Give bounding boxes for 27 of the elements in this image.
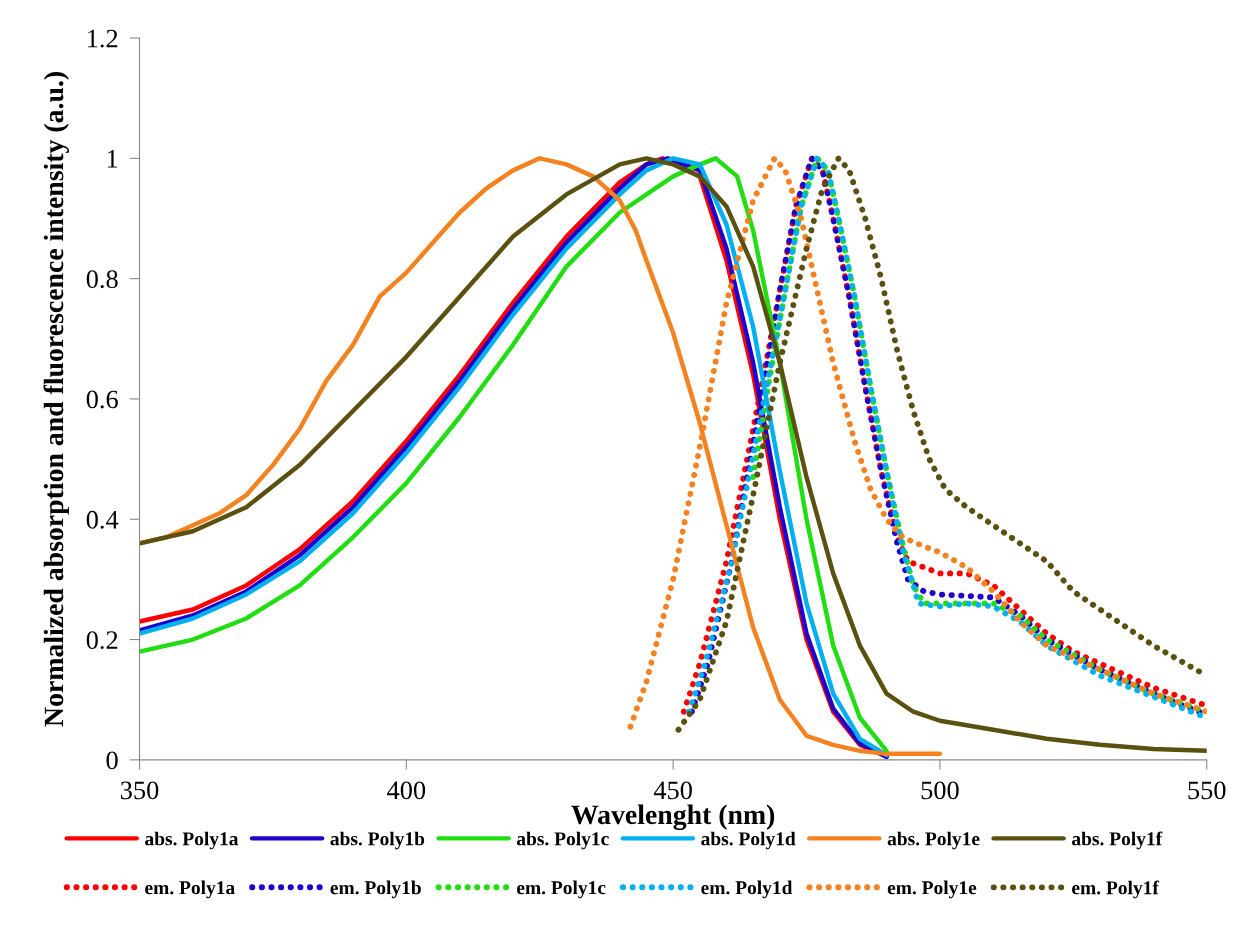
x-axis-title: Wavelenght (nm) [571, 804, 775, 831]
y-axis-title: Normalized absorption and fluorescence intensity (a.u.) [43, 72, 70, 727]
y-tick-label: 0.8 [86, 270, 118, 289]
legend-label: em. Poly1b [330, 880, 421, 899]
x-tick-label: 450 [653, 781, 692, 800]
legend-label: abs. Poly1c [516, 831, 609, 850]
line-series [139, 156, 1207, 754]
legend-label: em. Poly1c [517, 880, 606, 899]
x-tick-label: 550 [1188, 781, 1226, 800]
y-tick-label: 0.2 [86, 631, 118, 650]
legend-label: abs. Poly1d [701, 831, 796, 850]
x-tick-label: 400 [387, 781, 426, 800]
legend-label: em. Poly1e [887, 880, 977, 899]
legend-label: em. Poly1d [701, 880, 793, 899]
x-tick-label: 500 [921, 781, 959, 800]
legend-label: abs. Poly1e [887, 831, 980, 850]
legend-label: em. Poly1a [145, 880, 235, 899]
legend-label: em. Poly1f [1072, 880, 1160, 899]
legend-label: abs. Poly1a [145, 831, 239, 850]
y-tick-label: 0.6 [86, 390, 118, 409]
x-tick-label: 350 [121, 781, 159, 800]
y-tick-label: 0.4 [86, 510, 119, 529]
legend-label: abs. Poly1f [1072, 831, 1163, 850]
y-tick-label: 1.2 [88, 29, 118, 48]
y-tick-label: 0 [106, 751, 118, 770]
legend-label: abs. Poly1b [330, 831, 425, 850]
y-tick-label: 1 [107, 150, 118, 168]
